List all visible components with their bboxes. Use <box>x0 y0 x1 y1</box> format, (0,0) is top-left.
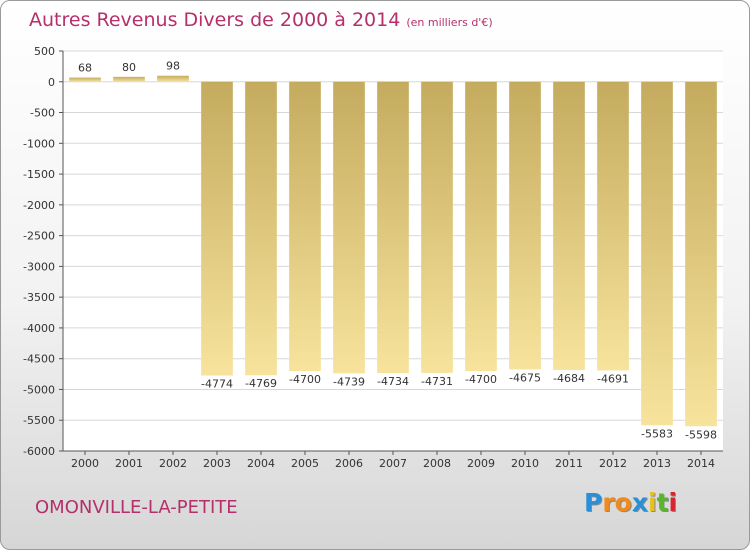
bar-2000 <box>69 77 101 82</box>
x-tick-label-2006: 2006 <box>335 457 363 470</box>
y-tick-label: -500 <box>30 107 55 120</box>
y-tick-label: 0 <box>48 76 55 89</box>
logo-letter: i <box>648 488 657 517</box>
x-tick-label-2002: 2002 <box>159 457 187 470</box>
y-tick-label: -2000 <box>23 199 55 212</box>
x-tick-label-2013: 2013 <box>643 457 671 470</box>
y-tick-label: -5000 <box>23 383 55 396</box>
data-label-2011: -4684 <box>553 372 585 385</box>
logo-letter: o <box>614 488 632 517</box>
y-tick-label: -3500 <box>23 291 55 304</box>
bar-2003 <box>201 81 233 376</box>
bar-2010 <box>509 81 541 370</box>
bar-2013 <box>641 81 673 426</box>
y-tick-label: -3000 <box>23 260 55 273</box>
bar-2002 <box>157 75 189 82</box>
bar-2012 <box>597 81 629 371</box>
proxiti-logo: Proxiti <box>584 488 677 517</box>
data-label-2000: 68 <box>78 62 92 75</box>
x-tick-label-2005: 2005 <box>291 457 319 470</box>
data-label-2004: -4769 <box>245 377 277 390</box>
bar-2009 <box>465 81 497 372</box>
x-tick-label-2008: 2008 <box>423 457 451 470</box>
x-tick-label-2004: 2004 <box>247 457 275 470</box>
y-tick-label: -4000 <box>23 322 55 335</box>
bar-2007 <box>377 81 409 374</box>
data-label-2006: -4739 <box>333 375 365 388</box>
data-label-2013: -5583 <box>641 427 673 440</box>
chart-title: Autres Revenus Divers de 2000 à 2014 (en … <box>29 9 493 31</box>
bar-2011 <box>553 81 585 371</box>
data-label-2003: -4774 <box>201 378 233 391</box>
x-tick-label-2010: 2010 <box>511 457 539 470</box>
bar-2008 <box>421 81 453 373</box>
logo-letter: P <box>584 488 603 517</box>
x-tick-label-2009: 2009 <box>467 457 495 470</box>
y-tick-label: 500 <box>34 45 55 58</box>
data-label-2009: -4700 <box>465 373 497 386</box>
logo-letter: r <box>602 488 615 517</box>
y-tick-label: -4500 <box>23 353 55 366</box>
bar-2005 <box>289 81 321 372</box>
location-name: OMONVILLE-LA-PETITE <box>35 497 238 518</box>
bar-2001 <box>113 76 145 82</box>
chart-subtitle: (en milliers d'€) <box>406 16 493 29</box>
data-label-2008: -4731 <box>421 375 453 388</box>
data-label-2005: -4700 <box>289 373 321 386</box>
y-tick-label: -2500 <box>23 230 55 243</box>
x-tick-label-2012: 2012 <box>599 457 627 470</box>
logo-letter: x <box>631 488 648 517</box>
x-tick-label-2011: 2011 <box>555 457 583 470</box>
y-tick-label: -5500 <box>23 414 55 427</box>
bar-2004 <box>245 81 277 376</box>
logo-letter: t <box>656 488 669 517</box>
x-tick-label-2000: 2000 <box>71 457 99 470</box>
x-tick-label-2014: 2014 <box>687 457 715 470</box>
x-tick-label-2003: 2003 <box>203 457 231 470</box>
y-tick-label: -1500 <box>23 168 55 181</box>
logo-letter: i <box>668 488 678 517</box>
bar-2006 <box>333 81 365 374</box>
x-tick-label-2007: 2007 <box>379 457 407 470</box>
bar-2014 <box>685 81 717 427</box>
data-label-2010: -4675 <box>509 371 541 384</box>
x-tick-label-2001: 2001 <box>115 457 143 470</box>
data-label-2014: -5598 <box>685 428 717 441</box>
data-label-2012: -4691 <box>597 372 629 385</box>
y-tick-label: -1000 <box>23 137 55 150</box>
data-label-2002: 98 <box>166 60 180 73</box>
data-label-2001: 80 <box>122 61 136 74</box>
y-tick-label: -6000 <box>23 445 55 458</box>
data-label-2007: -4734 <box>377 375 409 388</box>
